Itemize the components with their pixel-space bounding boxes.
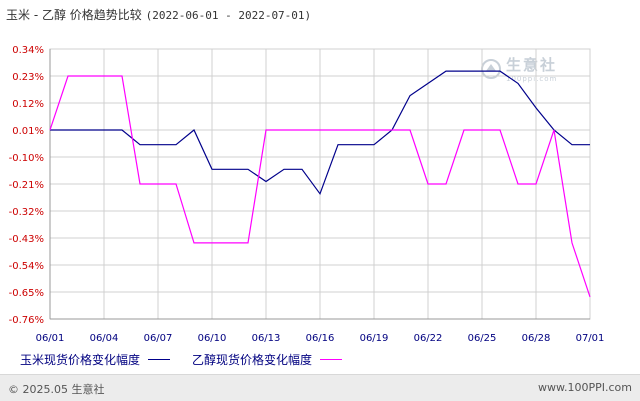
- chart-title: 玉米 - 乙醇 价格趋势比较 (2022-06-01 - 2022-07-01): [6, 6, 311, 23]
- chart-legend: 玉米现货价格变化幅度 乙醇现货价格变化幅度: [20, 351, 364, 368]
- y-tick-label: -0.76%: [9, 315, 44, 326]
- x-tick-label: 06/10: [198, 333, 227, 344]
- y-tick-label: -0.65%: [9, 288, 44, 299]
- legend-label-ethanol: 乙醇现货价格变化幅度: [192, 353, 313, 367]
- x-tick-label: 06/28: [522, 333, 551, 344]
- footer-bar: © 2025.05 生意社 www.100PPI.com: [0, 374, 640, 401]
- footer-copyright: © 2025.05 生意社: [8, 383, 105, 396]
- watermark-sub: 100ppi.com: [506, 75, 558, 83]
- legend-label-corn: 玉米现货价格变化幅度: [20, 353, 141, 367]
- x-tick-label: 06/04: [90, 333, 119, 344]
- series-line-ethanol: [49, 75, 591, 298]
- footer-url-link[interactable]: www.100PPI.com: [538, 381, 632, 394]
- x-tick-label: 06/19: [360, 333, 389, 344]
- y-tick-label: 0.01%: [12, 126, 44, 137]
- y-tick-label: -0.32%: [9, 207, 44, 218]
- watermark: 生意社 100ppi.com: [480, 54, 557, 83]
- y-tick-label: -0.21%: [9, 180, 44, 191]
- y-tick-label: -0.10%: [9, 153, 44, 164]
- y-tick-label: -0.54%: [9, 261, 44, 272]
- y-tick-label: 0.34%: [12, 45, 44, 56]
- y-tick-label: 0.12%: [12, 99, 44, 110]
- x-tick-label: 06/07: [144, 333, 173, 344]
- watermark-text: 生意社: [506, 56, 558, 74]
- legend-item-ethanol: 乙醇现货价格变化幅度: [192, 351, 343, 368]
- x-tick-label: 06/01: [36, 333, 65, 344]
- chart-title-text: 玉米 - 乙醇 价格趋势比较: [6, 8, 142, 22]
- x-tick-label: 06/16: [306, 333, 335, 344]
- y-tick-label: 0.23%: [12, 72, 44, 83]
- x-tick-label: 07/01: [576, 333, 605, 344]
- x-tick-label: 06/22: [414, 333, 443, 344]
- chart-date-range: (2022-06-01 - 2022-07-01): [145, 9, 312, 22]
- series-line-corn: [50, 70, 590, 196]
- legend-item-corn: 玉米现货价格变化幅度: [20, 351, 171, 368]
- legend-swatch-corn: [148, 359, 171, 360]
- y-tick-label: -0.43%: [9, 234, 44, 245]
- x-tick-label: 06/25: [468, 333, 497, 344]
- x-tick-label: 06/13: [252, 333, 281, 344]
- legend-swatch-ethanol: [320, 359, 343, 360]
